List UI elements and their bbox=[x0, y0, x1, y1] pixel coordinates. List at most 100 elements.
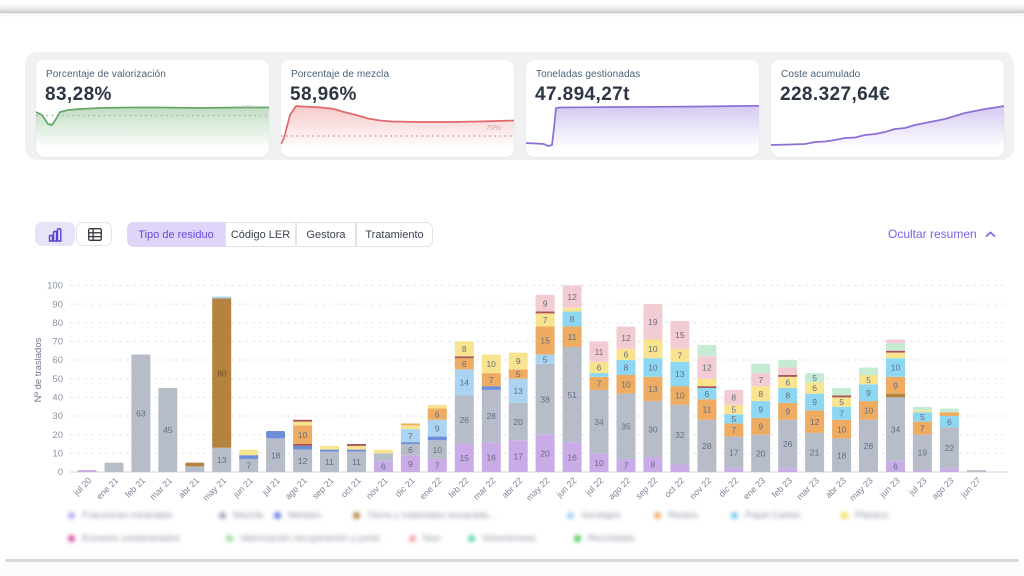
svg-text:10: 10 bbox=[52, 449, 63, 460]
svg-text:10: 10 bbox=[891, 363, 901, 373]
svg-text:jun 21: jun 21 bbox=[230, 475, 255, 500]
svg-text:7: 7 bbox=[624, 461, 629, 471]
svg-text:28: 28 bbox=[864, 441, 874, 451]
svg-text:ago 23: ago 23 bbox=[930, 475, 956, 501]
svg-text:6: 6 bbox=[947, 417, 952, 427]
svg-text:mar 22: mar 22 bbox=[471, 475, 498, 502]
svg-text:26: 26 bbox=[783, 439, 793, 449]
svg-text:20: 20 bbox=[513, 417, 523, 427]
svg-text:40: 40 bbox=[52, 393, 63, 404]
svg-text:abr 21: abr 21 bbox=[176, 475, 201, 500]
svg-text:7: 7 bbox=[839, 408, 844, 418]
svg-text:34: 34 bbox=[594, 417, 604, 427]
svg-text:oct 22: oct 22 bbox=[662, 475, 686, 499]
svg-text:16: 16 bbox=[567, 452, 577, 462]
svg-text:7: 7 bbox=[435, 461, 440, 471]
svg-text:70%: 70% bbox=[240, 105, 255, 111]
svg-text:9: 9 bbox=[758, 422, 763, 432]
svg-text:feb 23: feb 23 bbox=[770, 475, 794, 499]
svg-text:80: 80 bbox=[52, 318, 63, 329]
svg-text:13: 13 bbox=[217, 455, 227, 465]
svg-text:sep 22: sep 22 bbox=[634, 475, 660, 501]
svg-text:ene 23: ene 23 bbox=[741, 475, 767, 501]
svg-text:18: 18 bbox=[271, 450, 281, 460]
svg-text:ago 22: ago 22 bbox=[606, 475, 632, 501]
svg-text:6: 6 bbox=[705, 389, 710, 399]
svg-text:12: 12 bbox=[702, 363, 712, 373]
svg-text:8: 8 bbox=[462, 344, 467, 354]
svg-text:0: 0 bbox=[58, 467, 63, 478]
svg-text:10: 10 bbox=[621, 380, 631, 390]
svg-text:17: 17 bbox=[513, 451, 523, 461]
svg-text:80: 80 bbox=[217, 368, 227, 378]
svg-text:10: 10 bbox=[837, 424, 847, 434]
svg-text:90: 90 bbox=[52, 299, 63, 310]
svg-text:10: 10 bbox=[433, 445, 443, 455]
svg-text:dic 22: dic 22 bbox=[717, 475, 741, 499]
svg-text:11: 11 bbox=[702, 405, 711, 415]
svg-text:jun 27: jun 27 bbox=[958, 475, 983, 500]
svg-text:7: 7 bbox=[678, 351, 683, 361]
svg-text:9: 9 bbox=[866, 388, 871, 398]
svg-text:6: 6 bbox=[785, 378, 790, 388]
svg-text:15: 15 bbox=[540, 336, 550, 346]
svg-text:11: 11 bbox=[352, 457, 361, 467]
svg-text:18: 18 bbox=[837, 450, 847, 460]
svg-text:feb 21: feb 21 bbox=[123, 475, 147, 499]
svg-text:5: 5 bbox=[866, 375, 871, 385]
svg-text:6: 6 bbox=[624, 350, 629, 360]
svg-text:10: 10 bbox=[864, 406, 874, 416]
svg-text:14: 14 bbox=[460, 378, 470, 388]
svg-text:28: 28 bbox=[486, 411, 496, 421]
svg-text:70%: 70% bbox=[486, 123, 501, 132]
svg-text:6: 6 bbox=[893, 462, 898, 472]
svg-text:12: 12 bbox=[621, 333, 631, 343]
svg-text:100: 100 bbox=[47, 281, 63, 292]
svg-text:8: 8 bbox=[651, 460, 656, 470]
svg-text:sep 21: sep 21 bbox=[310, 475, 336, 501]
svg-text:5: 5 bbox=[731, 405, 736, 415]
svg-text:ago 21: ago 21 bbox=[283, 475, 309, 501]
svg-text:9: 9 bbox=[408, 459, 413, 469]
svg-text:7: 7 bbox=[731, 425, 736, 435]
svg-text:7: 7 bbox=[597, 379, 602, 389]
svg-text:10: 10 bbox=[648, 363, 658, 373]
svg-text:jul 22: jul 22 bbox=[583, 475, 606, 498]
svg-text:15: 15 bbox=[675, 330, 685, 340]
svg-text:12: 12 bbox=[298, 456, 308, 466]
svg-text:nov 22: nov 22 bbox=[688, 475, 714, 501]
svg-text:45: 45 bbox=[163, 425, 173, 435]
svg-text:30: 30 bbox=[648, 424, 658, 434]
svg-text:11: 11 bbox=[568, 332, 577, 342]
svg-text:mar 21: mar 21 bbox=[148, 475, 175, 502]
svg-text:9: 9 bbox=[812, 397, 817, 407]
svg-text:20: 20 bbox=[52, 430, 63, 441]
svg-text:11: 11 bbox=[325, 457, 334, 467]
svg-text:20: 20 bbox=[540, 449, 550, 459]
svg-text:34: 34 bbox=[891, 424, 901, 434]
svg-text:abr 23: abr 23 bbox=[823, 475, 848, 500]
svg-text:50: 50 bbox=[52, 374, 63, 385]
svg-text:7: 7 bbox=[408, 431, 413, 441]
svg-text:51: 51 bbox=[567, 390, 577, 400]
svg-text:9: 9 bbox=[435, 423, 440, 433]
svg-text:30: 30 bbox=[52, 411, 63, 422]
svg-text:10: 10 bbox=[298, 430, 308, 440]
svg-text:16: 16 bbox=[486, 452, 496, 462]
svg-text:7: 7 bbox=[246, 461, 251, 471]
svg-text:26: 26 bbox=[460, 415, 470, 425]
svg-text:7: 7 bbox=[489, 375, 494, 385]
svg-text:9: 9 bbox=[516, 356, 521, 366]
svg-text:21: 21 bbox=[810, 448, 820, 458]
svg-text:28: 28 bbox=[702, 441, 712, 451]
svg-text:35: 35 bbox=[621, 422, 631, 432]
svg-text:60: 60 bbox=[52, 355, 63, 366]
svg-text:jul 23: jul 23 bbox=[906, 475, 929, 498]
svg-text:13: 13 bbox=[513, 386, 523, 396]
svg-text:6: 6 bbox=[435, 409, 440, 419]
svg-text:may 23: may 23 bbox=[847, 475, 875, 503]
svg-text:nov 21: nov 21 bbox=[364, 475, 390, 501]
svg-text:jun 22: jun 22 bbox=[554, 475, 579, 500]
svg-text:Nº de traslados: Nº de traslados bbox=[33, 337, 44, 402]
svg-text:15: 15 bbox=[460, 453, 470, 463]
